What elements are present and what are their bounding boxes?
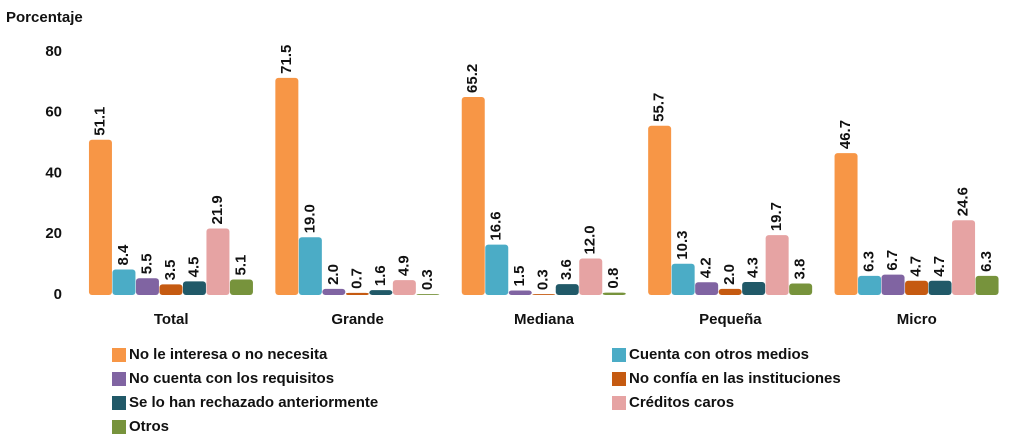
bar <box>718 288 742 295</box>
value-label: 1.6 <box>372 265 389 286</box>
x-tick-label: Pequeña <box>699 311 762 328</box>
bar <box>555 284 579 295</box>
bar <box>345 292 369 295</box>
y-tick-label: 20 <box>45 225 62 242</box>
value-label: 0.8 <box>605 268 622 289</box>
value-label: 6.3 <box>861 251 878 272</box>
bar <box>905 280 929 295</box>
legend-swatch <box>612 396 626 410</box>
value-label: 2.0 <box>325 264 342 285</box>
bar <box>416 294 440 295</box>
bar <box>229 279 253 295</box>
legend-swatch <box>612 348 626 362</box>
value-label: 3.5 <box>162 260 179 281</box>
bar <box>159 284 183 295</box>
bar <box>112 269 136 295</box>
bar <box>952 220 976 295</box>
bar <box>322 288 346 295</box>
legend-swatch <box>112 348 126 362</box>
legend-swatch <box>112 420 126 434</box>
legend-swatch <box>112 372 126 386</box>
bar <box>671 263 695 295</box>
y-tick-label: 60 <box>45 104 62 121</box>
x-tick-label: Total <box>154 311 189 328</box>
value-label: 4.2 <box>698 257 715 278</box>
bar <box>182 281 206 295</box>
legend-label: Créditos caros <box>629 394 734 411</box>
bar <box>695 282 719 295</box>
value-label: 0.3 <box>419 269 436 290</box>
value-label: 24.6 <box>955 187 972 216</box>
bar <box>508 290 532 295</box>
value-label: 5.1 <box>232 255 249 276</box>
x-tick-label: Mediana <box>514 311 575 328</box>
value-label: 3.6 <box>558 259 575 280</box>
bar <box>789 283 813 295</box>
value-label: 5.5 <box>138 253 155 274</box>
bar <box>369 290 393 295</box>
legend-label: No cuenta con los requisitos <box>129 370 334 387</box>
value-label: 21.9 <box>209 195 226 224</box>
value-label: 65.2 <box>464 64 481 93</box>
bar <box>135 278 159 295</box>
bar <box>858 275 882 295</box>
value-label: 19.0 <box>301 204 318 233</box>
value-label: 46.7 <box>837 120 854 149</box>
bar <box>765 235 789 295</box>
bar <box>834 153 858 295</box>
bar <box>88 139 112 295</box>
value-label: 6.7 <box>884 250 901 271</box>
bar <box>975 275 999 295</box>
value-label: 4.7 <box>908 256 925 277</box>
value-label: 12.0 <box>582 225 599 254</box>
value-label: 10.3 <box>674 231 691 260</box>
value-label: 1.5 <box>511 266 528 287</box>
legend-label: No confía en las instituciones <box>629 370 841 387</box>
value-label: 4.5 <box>185 256 202 277</box>
bar <box>881 274 905 295</box>
value-label: 4.3 <box>745 257 762 278</box>
legend-swatch <box>612 372 626 386</box>
bar <box>742 281 766 295</box>
bar <box>206 228 230 295</box>
legend-label: Cuenta con otros medios <box>629 346 809 363</box>
bar <box>532 294 556 295</box>
y-tick-label: 0 <box>54 286 62 303</box>
bar <box>485 244 509 295</box>
y-tick-label: 80 <box>45 43 62 60</box>
value-label: 4.7 <box>931 256 948 277</box>
value-label: 3.8 <box>792 259 809 280</box>
value-label: 8.4 <box>115 244 132 266</box>
bar <box>579 258 603 295</box>
legend-swatch <box>112 396 126 410</box>
value-label: 2.0 <box>721 264 738 285</box>
value-label: 51.1 <box>91 107 108 136</box>
legend-label: No le interesa o no necesita <box>129 346 328 363</box>
legend-label: Se lo han rechazado anteriormente <box>129 394 378 411</box>
bar <box>298 237 322 295</box>
value-label: 4.9 <box>395 255 412 276</box>
bar <box>275 77 299 295</box>
value-label: 16.6 <box>488 211 505 240</box>
legend-label: Otros <box>129 418 169 434</box>
x-tick-label: Micro <box>897 311 937 328</box>
bar <box>461 96 485 295</box>
value-label: 0.7 <box>348 268 365 289</box>
value-label: 71.5 <box>278 45 295 74</box>
value-label: 6.3 <box>978 251 995 272</box>
y-tick-label: 40 <box>45 164 62 181</box>
x-tick-label: Grande <box>331 311 384 328</box>
value-label: 55.7 <box>651 93 668 122</box>
bar <box>648 125 672 295</box>
bar <box>392 280 416 295</box>
y-axis-label: Porcentaje <box>6 9 83 26</box>
value-label: 0.3 <box>535 269 552 290</box>
bar <box>928 280 952 295</box>
value-label: 19.7 <box>768 202 785 231</box>
bar <box>602 292 626 295</box>
